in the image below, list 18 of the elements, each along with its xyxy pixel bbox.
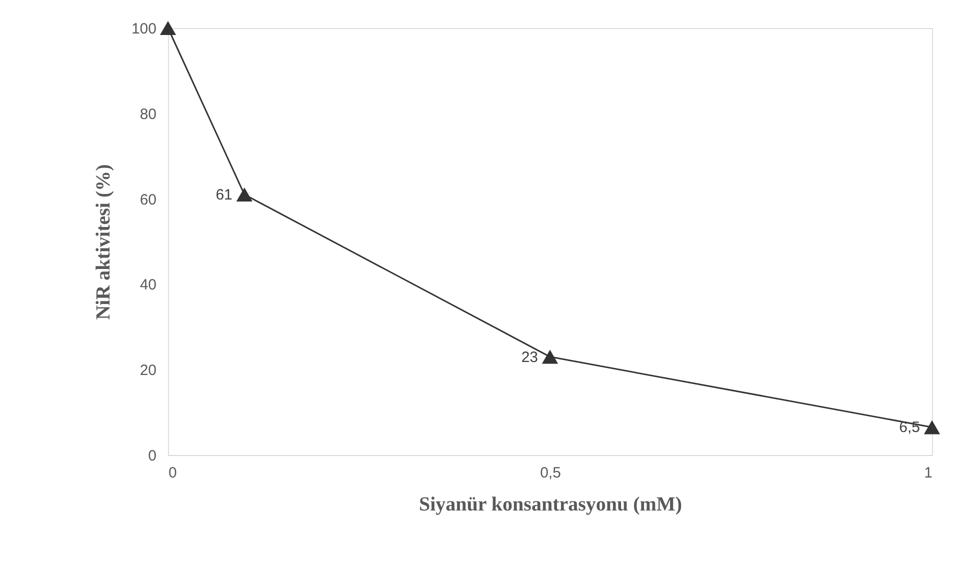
data-label: 6,5 bbox=[899, 419, 920, 436]
point bbox=[924, 420, 940, 434]
point bbox=[236, 188, 252, 202]
data-label: 23 bbox=[521, 348, 538, 366]
y-tick-label: 40 bbox=[140, 276, 156, 294]
y-tick-label: 20 bbox=[140, 362, 156, 380]
point bbox=[160, 21, 176, 35]
y-tick-label: 0 bbox=[148, 448, 156, 464]
y-tick-label: 100 bbox=[131, 20, 156, 38]
data-label: 61 bbox=[216, 186, 232, 204]
x-tick-label: 0 bbox=[168, 464, 177, 482]
point bbox=[542, 350, 558, 364]
y-tick-label: 80 bbox=[140, 106, 156, 123]
y-tick-label: 60 bbox=[140, 191, 156, 208]
y-axis-title: NiR aktivitesi (%) bbox=[92, 164, 114, 320]
x-axis-title: Siyanür konsantrasyonu (mM) bbox=[418, 494, 682, 516]
x-tick-label: 0,5 bbox=[540, 464, 561, 482]
x-tick-label: 1 bbox=[924, 464, 932, 482]
